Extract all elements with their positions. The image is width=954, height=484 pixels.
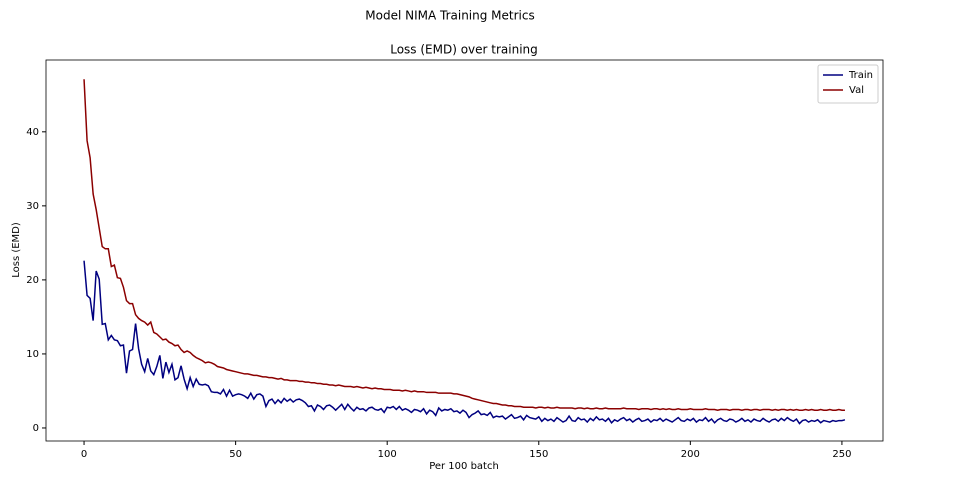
x-tick-label: 150 — [529, 449, 548, 460]
x-tick-label: 50 — [229, 449, 242, 460]
y-tick-label: 10 — [26, 349, 39, 360]
legend: Train Val — [817, 64, 879, 104]
x-tick-label: 100 — [378, 449, 397, 460]
x-axis-label: Per 100 batch — [429, 461, 499, 472]
line-series — [83, 79, 845, 411]
y-tick-label: 30 — [26, 201, 39, 212]
y-tick-label: 20 — [26, 275, 39, 286]
y-tick-label: 0 — [33, 423, 39, 434]
x-tick-label: 200 — [681, 449, 700, 460]
line-series — [83, 260, 846, 425]
legend-label: Val — [849, 85, 864, 96]
y-tick-label: 40 — [26, 127, 39, 138]
plot-frame — [45, 59, 884, 442]
suptitle: Model NIMA Training Metrics — [365, 9, 534, 23]
legend-label: Train — [848, 70, 873, 81]
chart-title: Loss (EMD) over training — [390, 43, 538, 57]
x-tick-label: 0 — [81, 449, 87, 460]
x-tick-label: 250 — [832, 449, 851, 460]
y-axis-label: Loss (EMD) — [11, 222, 22, 278]
